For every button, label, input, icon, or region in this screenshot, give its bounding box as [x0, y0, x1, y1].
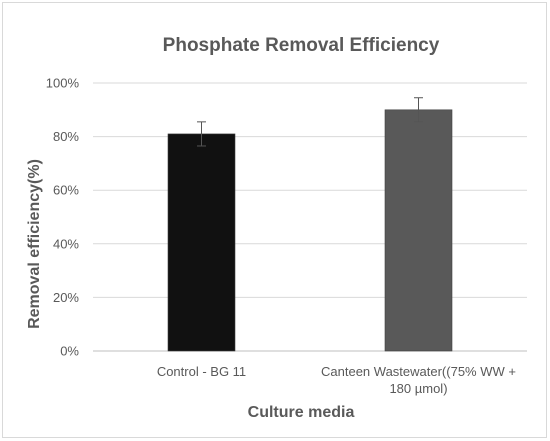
bar [167, 133, 236, 352]
bar [384, 109, 453, 352]
y-tick-label: 20% [53, 290, 79, 305]
y-tick-label: 60% [53, 183, 79, 198]
x-category-label: Canteen Wastewater((75% WW +180 µmol) [321, 364, 516, 396]
x-category-label: Control - BG 11 [157, 364, 246, 379]
y-tick-label: 0% [60, 344, 79, 359]
y-tick-label: 40% [53, 236, 79, 251]
bars [167, 97, 453, 352]
y-axis-title: Removal efficiency(%) [26, 159, 43, 329]
chart-frame [2, 2, 547, 438]
x-axis-categories: Control - BG 11 Canteen Wastewater((75% W… [157, 364, 516, 396]
chart-title: Phosphate Removal Efficiency [163, 35, 440, 56]
x-axis-title: Culture media [248, 404, 355, 421]
y-axis-ticks: 0% 20% 40% 60% 80% 100% [46, 76, 80, 359]
gridlines [93, 82, 527, 352]
y-tick-label: 100% [46, 76, 80, 91]
y-tick-label: 80% [53, 129, 79, 144]
